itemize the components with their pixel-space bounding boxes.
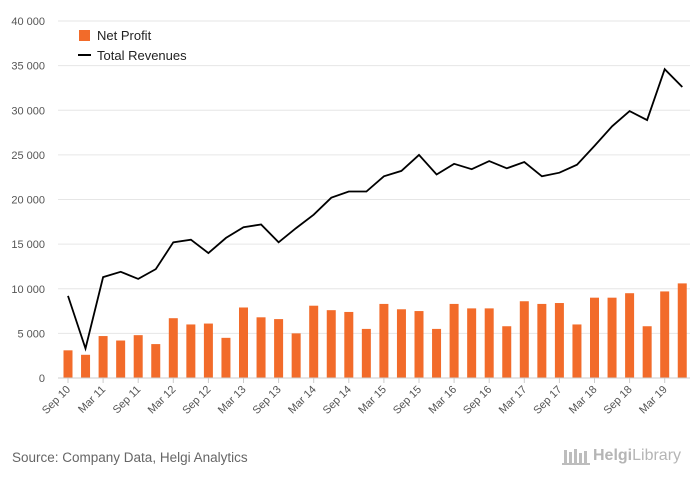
net-profit-bar bbox=[256, 317, 266, 378]
net-profit-bar bbox=[116, 340, 126, 378]
library-icon bbox=[562, 449, 590, 465]
x-tick-label: Mar 19 bbox=[637, 384, 670, 417]
y-tick-label: 0 bbox=[39, 373, 45, 385]
net-profit-bar bbox=[309, 305, 319, 378]
net-profit-bar bbox=[63, 350, 73, 378]
y-tick-label: 5 000 bbox=[17, 328, 45, 340]
x-tick-label: Mar 12 bbox=[146, 384, 179, 417]
net-profit-bar bbox=[432, 328, 442, 378]
net-profit-bar bbox=[344, 311, 354, 378]
x-tick-label: Sep 18 bbox=[602, 384, 635, 417]
x-tick-label: Mar 18 bbox=[567, 384, 600, 417]
net-profit-bar bbox=[607, 297, 617, 378]
net-profit-bar bbox=[81, 354, 91, 378]
net-profit-bar bbox=[625, 293, 635, 378]
y-axis-labels: 0 5 000 10 000 15 000 20 000 25 000 30 000 35 0… bbox=[11, 16, 45, 385]
legend-swatch-net-profit[interactable] bbox=[79, 30, 90, 41]
x-axis: Sep 10 Mar 11 Sep 11 Mar 12 Sep 12 Mar 13 Sep … bbox=[40, 377, 690, 417]
net-profit-bar bbox=[484, 308, 494, 378]
net-profit-bars bbox=[63, 283, 687, 378]
brand-prefix: Helgi bbox=[593, 447, 633, 464]
x-tick-label: Mar 11 bbox=[76, 384, 108, 416]
net-profit-bar bbox=[98, 336, 108, 378]
y-tick-label: 25 000 bbox=[11, 150, 45, 162]
net-profit-bar bbox=[502, 326, 512, 378]
net-profit-bar bbox=[133, 335, 143, 378]
brand-logo: HelgiLibrary bbox=[562, 446, 681, 466]
net-profit-bar bbox=[660, 291, 670, 378]
net-profit-bar bbox=[537, 303, 547, 378]
net-profit-bar bbox=[554, 303, 564, 378]
net-profit-bar bbox=[326, 310, 336, 378]
net-profit-bar bbox=[642, 326, 652, 378]
net-profit-bar bbox=[274, 319, 284, 378]
y-tick-label: 40 000 bbox=[11, 16, 45, 28]
net-profit-bar bbox=[361, 328, 371, 378]
net-profit-bar bbox=[379, 303, 389, 378]
legend: Net Profit Total Revenues bbox=[78, 28, 187, 63]
x-tick-label: Sep 15 bbox=[391, 384, 424, 417]
x-tick-label: Sep 13 bbox=[251, 384, 284, 417]
x-tick-label: Mar 13 bbox=[216, 384, 249, 417]
x-tick-label: Sep 14 bbox=[321, 384, 354, 417]
y-tick-label: 20 000 bbox=[11, 195, 45, 207]
y-tick-label: 15 000 bbox=[11, 239, 45, 251]
net-profit-bar bbox=[151, 344, 161, 378]
net-profit-bar bbox=[168, 318, 178, 378]
x-tick-label: Mar 15 bbox=[356, 384, 389, 417]
total-revenues-line-group bbox=[67, 67, 683, 352]
total-revenues-line bbox=[67, 67, 683, 352]
x-tick-label: Sep 11 bbox=[111, 384, 144, 417]
x-tick-label: Sep 12 bbox=[180, 384, 213, 417]
gridlines bbox=[58, 20, 690, 334]
net-profit-bar bbox=[449, 303, 459, 378]
x-tick-label: Mar 14 bbox=[286, 384, 319, 417]
y-tick-label: 35 000 bbox=[11, 61, 45, 73]
net-profit-bar bbox=[414, 311, 424, 378]
x-tick-label: Sep 17 bbox=[531, 384, 564, 417]
source-note: Source: Company Data, Helgi Analytics bbox=[12, 450, 248, 465]
net-profit-bar bbox=[186, 324, 196, 378]
net-profit-bar bbox=[291, 333, 301, 378]
x-tick-label: Mar 17 bbox=[497, 384, 530, 417]
net-profit-bar bbox=[590, 297, 599, 378]
x-tick-label: Sep 10 bbox=[40, 384, 73, 417]
y-tick-label: 10 000 bbox=[11, 284, 45, 296]
x-tick-label: Sep 16 bbox=[461, 384, 494, 417]
net-profit-bar bbox=[396, 309, 406, 378]
net-profit-bar bbox=[677, 283, 687, 378]
net-profit-bar bbox=[467, 308, 477, 378]
legend-label-net-profit[interactable]: Net Profit bbox=[97, 28, 152, 43]
legend-label-total-revenues[interactable]: Total Revenues bbox=[97, 48, 187, 63]
y-tick-label: 30 000 bbox=[11, 105, 45, 117]
x-tick-label: Mar 16 bbox=[427, 384, 460, 417]
net-profit-bar bbox=[572, 324, 582, 378]
brand-suffix: Library bbox=[632, 447, 682, 464]
net-profit-bar bbox=[221, 337, 231, 378]
net-profit-bar bbox=[239, 307, 248, 378]
net-profit-bar bbox=[203, 323, 213, 378]
net-profit-bar bbox=[519, 301, 529, 378]
